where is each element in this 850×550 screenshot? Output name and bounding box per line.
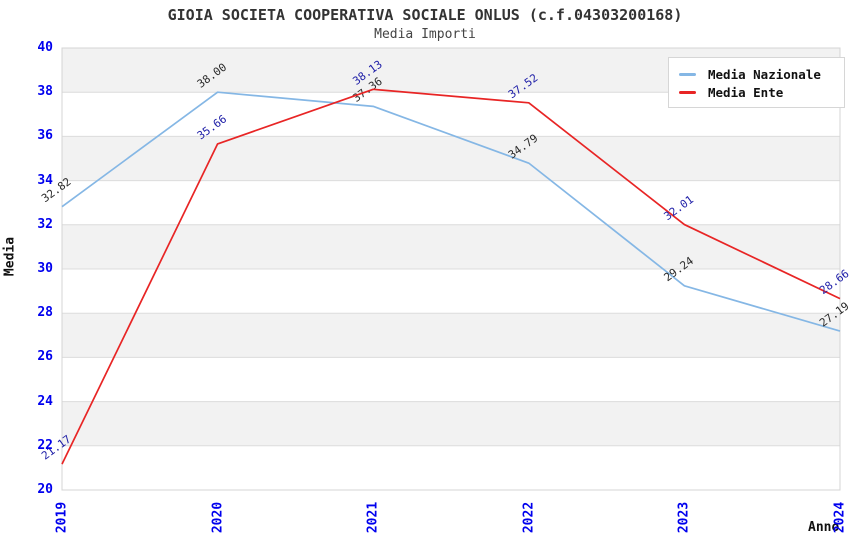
y-tick-label: 32	[37, 216, 53, 232]
grid-band	[62, 224, 840, 269]
data-label: 32.01	[662, 193, 696, 223]
y-tick-label: 34	[37, 172, 53, 188]
legend-label: Media Nazionale	[708, 66, 821, 82]
chart-title: GIOIA SOCIETA COOPERATIVA SOCIALE ONLUS …	[167, 6, 683, 24]
y-tick-label: 28	[37, 305, 53, 321]
y-tick-label: 20	[37, 482, 53, 497]
plot-border	[61, 47, 841, 491]
y-tick-label: 22	[37, 437, 53, 453]
x-tick-label: 2019	[54, 501, 70, 534]
series-line-media-ente	[61, 88, 841, 465]
x-tick-label: 2022	[521, 501, 537, 534]
y-tick-label: 30	[37, 261, 53, 276]
y-tick-label: 26	[37, 349, 53, 365]
legend: Media Nazionale Media Ente	[668, 57, 845, 108]
y-tick-label: 40	[37, 40, 53, 55]
y-tick-label: 24	[37, 393, 53, 409]
grid-band	[62, 313, 840, 358]
y-tick-label: 36	[37, 128, 53, 144]
grid-band	[62, 401, 840, 446]
x-tick-label: 2024	[832, 501, 848, 534]
legend-item: Media Ente	[679, 83, 834, 101]
grid-band	[62, 136, 840, 181]
legend-swatch-icon	[679, 72, 696, 76]
legend-item: Media Nazionale	[679, 65, 834, 83]
data-label: 28.66	[817, 267, 850, 297]
chart-subtitle: Media Importi	[374, 27, 476, 42]
y-tick-label: 38	[37, 84, 53, 100]
x-axis-label: Anno	[808, 520, 840, 535]
legend-swatch-icon	[679, 90, 696, 94]
x-tick-label: 2020	[210, 501, 226, 534]
x-tick-label: 2023	[676, 501, 692, 534]
x-tick-label: 2021	[365, 501, 381, 534]
series-line-media-nazionale	[61, 91, 841, 332]
legend-label: Media Ente	[708, 84, 784, 100]
